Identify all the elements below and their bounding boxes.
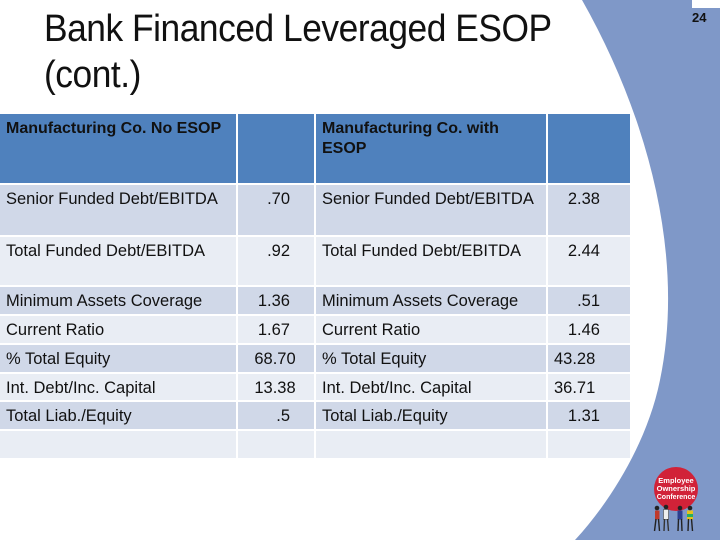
header-with-esop: Manufacturing Co. with ESOP <box>316 114 546 183</box>
employee-ownership-conference-logo: Employee Ownership Conference <box>653 467 698 532</box>
table-cell-label: Senior Funded Debt/EBITDA <box>316 185 546 235</box>
header-value-with-esop <box>548 114 630 183</box>
people-figures-icon <box>653 504 694 532</box>
table-cell-label: Total Liab./Equity <box>316 402 546 429</box>
table-cell-value: 1.46 <box>548 316 630 343</box>
header-value-no-esop <box>238 114 314 183</box>
table-cell-label: Senior Funded Debt/EBITDA <box>0 185 236 235</box>
table-cell-label: Int. Debt/Inc. Capital <box>316 374 546 400</box>
table-cell-label: Minimum Assets Coverage <box>316 287 546 314</box>
table-cell-label: % Total Equity <box>316 345 546 372</box>
table-cell-label: Current Ratio <box>316 316 546 343</box>
table-cell-value: 1.67 <box>238 316 314 343</box>
table-cell-label: Total Funded Debt/EBITDA <box>316 237 546 285</box>
table-cell-value: 1.36 <box>238 287 314 314</box>
page-number: 24 <box>692 10 707 25</box>
table-cell-value: 13.38 <box>238 374 314 400</box>
table-cell-value: 43.28 <box>548 345 630 372</box>
table-cell-value: 68.70 <box>238 345 314 372</box>
table-cell-label: Current Ratio <box>0 316 236 343</box>
table-cell-label: Minimum Assets Coverage <box>0 287 236 314</box>
logo-text-2: Ownership <box>657 484 696 493</box>
table-cell-value: 2.44 <box>548 237 630 285</box>
logo-text-3: Conference <box>657 494 696 501</box>
table-cell-empty <box>238 431 314 458</box>
table-cell-empty <box>0 431 236 458</box>
table-cell-value: 1.31 <box>548 402 630 429</box>
slide-title: Bank Financed Leveraged ESOP (cont.) <box>44 6 552 98</box>
table-cell-empty <box>316 431 546 458</box>
header-no-esop: Manufacturing Co. No ESOP <box>0 114 236 183</box>
title-line-2: (cont.) <box>44 54 141 96</box>
table-cell-label: % Total Equity <box>0 345 236 372</box>
table-cell-value: .92 <box>238 237 314 285</box>
table-cell-label: Total Funded Debt/EBITDA <box>0 237 236 285</box>
title-line-1: Bank Financed Leveraged ESOP <box>44 8 552 50</box>
table-cell-value: .51 <box>548 287 630 314</box>
table-cell-value: .70 <box>238 185 314 235</box>
logo-text-1: Employee <box>658 476 693 485</box>
table-cell-value: 36.71 <box>548 374 630 400</box>
table-cell-label: Int. Debt/Inc. Capital <box>0 374 236 400</box>
table-cell-empty <box>548 431 630 458</box>
table-cell-value: .5 <box>238 402 314 429</box>
table-cell-value: 2.38 <box>548 185 630 235</box>
table-cell-label: Total Liab./Equity <box>0 402 236 429</box>
